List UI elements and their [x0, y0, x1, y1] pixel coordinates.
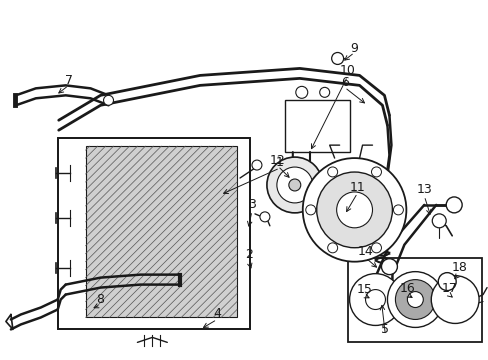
Text: 14: 14: [357, 245, 373, 258]
Circle shape: [365, 289, 385, 310]
Circle shape: [302, 158, 406, 262]
Circle shape: [371, 167, 381, 177]
Text: 5: 5: [381, 323, 388, 336]
Text: 16: 16: [399, 282, 414, 295]
Circle shape: [316, 172, 392, 248]
Circle shape: [336, 192, 372, 228]
Circle shape: [305, 205, 315, 215]
Bar: [58, 138, 249, 329]
Circle shape: [446, 197, 461, 213]
Bar: [85, 146, 237, 318]
Text: 15: 15: [356, 283, 372, 296]
Circle shape: [288, 179, 300, 191]
Bar: [58, 138, 249, 329]
Text: 11: 11: [349, 181, 365, 194]
Circle shape: [295, 86, 307, 98]
Circle shape: [327, 243, 337, 253]
Circle shape: [266, 157, 322, 213]
Text: 8: 8: [96, 293, 104, 306]
Circle shape: [431, 214, 446, 228]
Text: 7: 7: [64, 74, 73, 87]
Text: 1: 1: [275, 156, 283, 168]
Circle shape: [407, 292, 423, 307]
Circle shape: [371, 243, 381, 253]
Circle shape: [381, 259, 397, 275]
Circle shape: [276, 167, 312, 203]
Circle shape: [437, 273, 455, 291]
Circle shape: [349, 274, 401, 325]
Circle shape: [327, 167, 337, 177]
Bar: [285, 100, 349, 152]
Circle shape: [319, 87, 329, 97]
Text: 2: 2: [244, 248, 252, 261]
Circle shape: [395, 280, 434, 319]
Text: 10: 10: [339, 64, 355, 77]
Bar: [125, 201, 205, 280]
Text: 13: 13: [416, 184, 431, 197]
Text: 17: 17: [440, 282, 456, 295]
Text: 9: 9: [350, 42, 358, 55]
Circle shape: [386, 272, 442, 328]
Text: 12: 12: [269, 154, 285, 167]
Circle shape: [103, 95, 113, 105]
Text: 4: 4: [213, 307, 221, 320]
Circle shape: [430, 276, 478, 323]
Circle shape: [331, 53, 343, 64]
Bar: [347, 258, 481, 342]
Text: 3: 3: [247, 198, 255, 211]
Text: 18: 18: [450, 261, 466, 274]
Text: 6: 6: [340, 76, 348, 89]
Circle shape: [260, 212, 269, 222]
Circle shape: [251, 160, 262, 170]
Circle shape: [393, 205, 403, 215]
